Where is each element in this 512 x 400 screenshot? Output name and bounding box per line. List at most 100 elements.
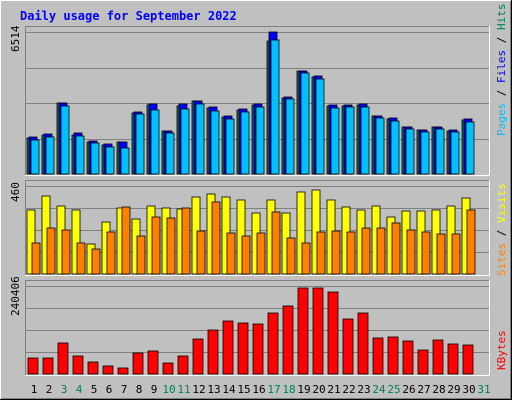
x-tick-label-day-9: 9 (151, 383, 158, 396)
bar-sites-day-25 (391, 222, 401, 275)
x-tick-label-day-20: 20 (312, 383, 325, 396)
bar-kbytes-day-26 (402, 340, 414, 375)
bar-sites-day-6 (106, 231, 116, 275)
x-tick-label-day-26: 26 (402, 383, 415, 396)
x-tick-label-day-13: 13 (207, 383, 220, 396)
bar-kbytes-day-17 (267, 312, 279, 375)
legend-sites-visits: Sites / Visits (495, 183, 508, 276)
bar-pages-day-26 (405, 128, 415, 175)
y-max-label-top: 6514 (9, 25, 22, 52)
bar-pages-day-15 (240, 111, 250, 175)
bar-pages-day-25 (390, 120, 400, 175)
bar-sites-day-17 (271, 211, 281, 275)
x-tick-label-day-19: 19 (297, 383, 310, 396)
x-tick-label-day-30: 30 (462, 383, 475, 396)
legend-pages-files-hits: Pages / Files / Hits (495, 4, 508, 137)
bar-pages-day-11 (180, 108, 190, 175)
x-tick-label-day-14: 14 (222, 383, 236, 396)
bar-pages-day-8 (135, 113, 145, 175)
x-tick-label-day-4: 4 (76, 383, 83, 396)
bar-kbytes-day-28 (432, 339, 444, 375)
bar-pages-day-19 (300, 72, 310, 175)
bar-pages-day-16 (255, 106, 265, 175)
bar-kbytes-day-12 (192, 338, 204, 375)
x-axis-day-labels: 1 2 3 4 5 6 7 8 9 10 11 12 13 14 15 16 17 18 19 20 21 22 23 24 2… (31, 383, 491, 396)
y-max-label-bot: 240406 (9, 276, 22, 316)
bar-sites-day-8 (136, 235, 146, 275)
x-tick-label-day-22: 22 (342, 383, 355, 396)
bar-pages-day-18 (285, 98, 295, 175)
x-tick-label-day-21: 21 (327, 383, 340, 396)
legend-part: Sites (495, 243, 508, 276)
legend-part: / (495, 83, 508, 103)
chart-title: Daily usage for September 2022 (20, 9, 237, 23)
x-tick-label-day-1: 1 (31, 383, 38, 396)
bar-sites-day-13 (211, 201, 221, 275)
bar-pages-day-6 (105, 146, 115, 175)
x-tick-label-day-2: 2 (46, 383, 53, 396)
legend-part: Pages (495, 103, 508, 136)
bar-pages-day-17 (270, 39, 280, 175)
x-tick-label-day-27: 27 (417, 383, 430, 396)
x-tick-label-day-16: 16 (252, 383, 265, 396)
bar-pages-day-29 (450, 131, 460, 175)
bar-kbytes-day-5 (87, 361, 99, 375)
legend-part: KBytes (495, 330, 508, 370)
x-tick-label-day-11: 11 (177, 383, 190, 396)
bar-pages-day-5 (90, 142, 100, 175)
bar-sites-day-19 (301, 242, 311, 275)
bar-pages-day-3 (60, 105, 70, 175)
x-tick-label-day-28: 28 (432, 383, 445, 396)
bar-kbytes-day-21 (327, 291, 339, 375)
legend-part: Hits (495, 4, 508, 31)
x-tick-label-day-25: 25 (387, 383, 400, 396)
x-tick-label-day-15: 15 (237, 383, 250, 396)
x-tick-label-day-31: 31 (477, 383, 490, 396)
bar-kbytes-day-14 (222, 320, 234, 375)
bar-pages-day-20 (315, 78, 325, 175)
panel-visits-sites (25, 180, 490, 276)
bar-pages-day-13 (210, 110, 220, 175)
bar-visits-day-4 (71, 209, 81, 275)
legend-part: / (495, 223, 508, 243)
bar-pages-day-23 (360, 106, 370, 175)
bar-sites-day-28 (436, 233, 446, 275)
bar-kbytes-day-4 (72, 355, 84, 375)
legend-part: Visits (495, 183, 508, 223)
x-tick-label-day-6: 6 (106, 383, 113, 396)
bar-sites-day-9 (151, 216, 161, 275)
bar-kbytes-day-6 (102, 365, 114, 375)
bar-kbytes-day-18 (282, 305, 294, 375)
x-tick-label-day-10: 10 (162, 383, 175, 396)
bar-sites-day-12 (196, 230, 206, 275)
bar-sites-day-26 (406, 229, 416, 275)
x-tick-label-day-3: 3 (61, 383, 68, 396)
bar-kbytes-day-9 (147, 350, 159, 375)
bar-sites-day-15 (241, 235, 251, 275)
bar-sites-day-27 (421, 231, 431, 275)
bar-pages-day-27 (420, 131, 430, 175)
legend-part: Files (495, 50, 508, 83)
bar-pages-day-7 (120, 147, 130, 175)
x-tick-label-day-8: 8 (136, 383, 143, 396)
bar-kbytes-day-25 (387, 336, 399, 375)
bar-sites-day-1 (31, 242, 41, 275)
legend-part: / (495, 30, 508, 50)
bar-pages-day-28 (435, 128, 445, 175)
bar-sites-day-4 (76, 242, 86, 275)
bar-sites-day-16 (256, 232, 266, 275)
bar-kbytes-day-20 (312, 287, 324, 375)
bar-sites-day-10 (166, 217, 176, 275)
bar-pages-day-22 (345, 106, 355, 175)
bar-pages-day-4 (75, 135, 85, 175)
bar-kbytes-day-2 (42, 357, 54, 375)
bar-kbytes-day-24 (372, 337, 384, 375)
bar-kbytes-day-10 (162, 362, 174, 375)
x-tick-label-day-17: 17 (267, 383, 280, 396)
bar-kbytes-day-8 (132, 352, 144, 375)
bar-kbytes-day-19 (297, 287, 309, 375)
bar-kbytes-day-15 (237, 322, 249, 375)
bar-pages-day-1 (30, 139, 40, 175)
bar-sites-day-7 (121, 206, 131, 275)
bar-sites-day-2 (46, 227, 56, 275)
